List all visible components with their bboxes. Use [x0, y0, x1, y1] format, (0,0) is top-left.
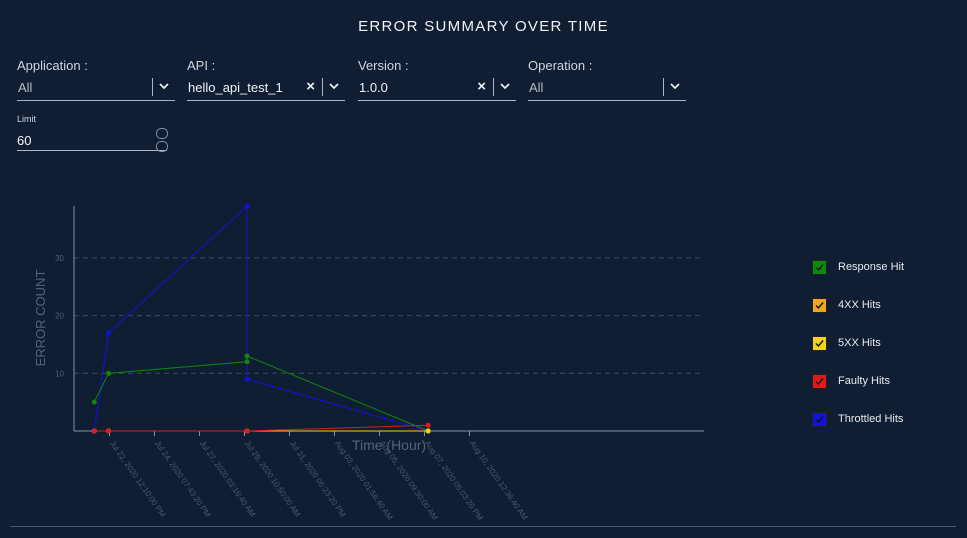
checkbox-icon[interactable]	[812, 374, 827, 389]
faulty-hits-point	[244, 428, 250, 434]
chevron-down-icon[interactable]	[668, 79, 682, 93]
application-filter-label: Application :	[17, 58, 88, 73]
checkbox-icon[interactable]	[812, 336, 827, 351]
clear-icon[interactable]: ×	[477, 78, 486, 95]
faulty-hits-point	[91, 428, 97, 434]
limit-label: Limit	[17, 114, 37, 124]
response-hit-point	[244, 359, 250, 365]
y-tick-label: 20	[55, 312, 64, 321]
operation-select-value: All	[529, 80, 544, 95]
y-tick-label: 30	[55, 254, 64, 263]
legend-label: Throttled Hits	[838, 413, 904, 425]
application-filter[interactable]: Application : All	[17, 58, 175, 101]
legend-label: Faulty Hits	[838, 375, 890, 387]
throttled-hits-point	[244, 376, 250, 382]
x-axis-title: Time (Hour)	[352, 437, 426, 453]
checkbox-icon[interactable]	[812, 412, 827, 427]
operation-filter[interactable]: Operation : All	[528, 58, 686, 101]
faulty-hits-line	[94, 424, 429, 432]
5xx-hits-point	[425, 428, 431, 434]
version-select[interactable]: 1.0.0 ×	[358, 78, 516, 101]
throttled-hits-line	[93, 204, 429, 432]
api-filter[interactable]: API : hello_api_test_1 ×	[187, 58, 345, 101]
select-separator	[663, 78, 664, 96]
select-separator	[493, 78, 494, 96]
y-axis-title: ERROR COUNT	[33, 270, 48, 367]
limit-value: 60	[17, 133, 32, 148]
operation-filter-label: Operation :	[528, 58, 593, 73]
api-select-value: hello_api_test_1	[188, 80, 283, 95]
legend-label: Response Hit	[838, 261, 905, 273]
chevron-down-icon[interactable]	[157, 79, 171, 93]
legend-label: 5XX Hits	[838, 337, 881, 349]
api-filter-label: API :	[187, 58, 216, 73]
version-select-value: 1.0.0	[359, 80, 388, 95]
number-stepper[interactable]	[156, 128, 168, 152]
stepper-down-icon[interactable]	[156, 141, 168, 152]
version-filter-label: Version :	[358, 58, 409, 73]
response-hit-point	[244, 353, 250, 359]
response-hit-line	[93, 355, 429, 432]
version-filter[interactable]: Version : 1.0.0 ×	[358, 58, 516, 101]
chevron-down-icon[interactable]	[498, 79, 512, 93]
checkbox-icon[interactable]	[812, 298, 827, 313]
select-separator	[152, 78, 153, 96]
checkbox-icon[interactable]	[812, 260, 827, 275]
limit-field[interactable]: Limit 60	[17, 114, 168, 152]
chevron-down-icon[interactable]	[327, 79, 341, 93]
application-select-value: All	[18, 80, 33, 95]
response-hit-point	[106, 370, 112, 376]
throttled-hits-point	[244, 203, 250, 209]
y-tick-label: 10	[55, 369, 64, 378]
faulty-hits-point	[425, 422, 431, 428]
divider	[10, 526, 956, 527]
faulty-hits-point	[106, 428, 112, 434]
chart-title: ERROR SUMMARY OVER TIME	[358, 18, 609, 35]
select-separator	[322, 78, 323, 96]
api-select[interactable]: hello_api_test_1 ×	[187, 78, 345, 101]
clear-icon[interactable]: ×	[306, 78, 315, 95]
stepper-up-icon[interactable]	[156, 128, 168, 139]
limit-input[interactable]: 60	[17, 128, 168, 152]
throttled-hits-point	[106, 330, 112, 336]
operation-select[interactable]: All	[528, 78, 686, 101]
legend-label: 4XX Hits	[838, 299, 881, 311]
response-hit-point	[91, 399, 97, 405]
application-select[interactable]: All	[17, 78, 175, 101]
